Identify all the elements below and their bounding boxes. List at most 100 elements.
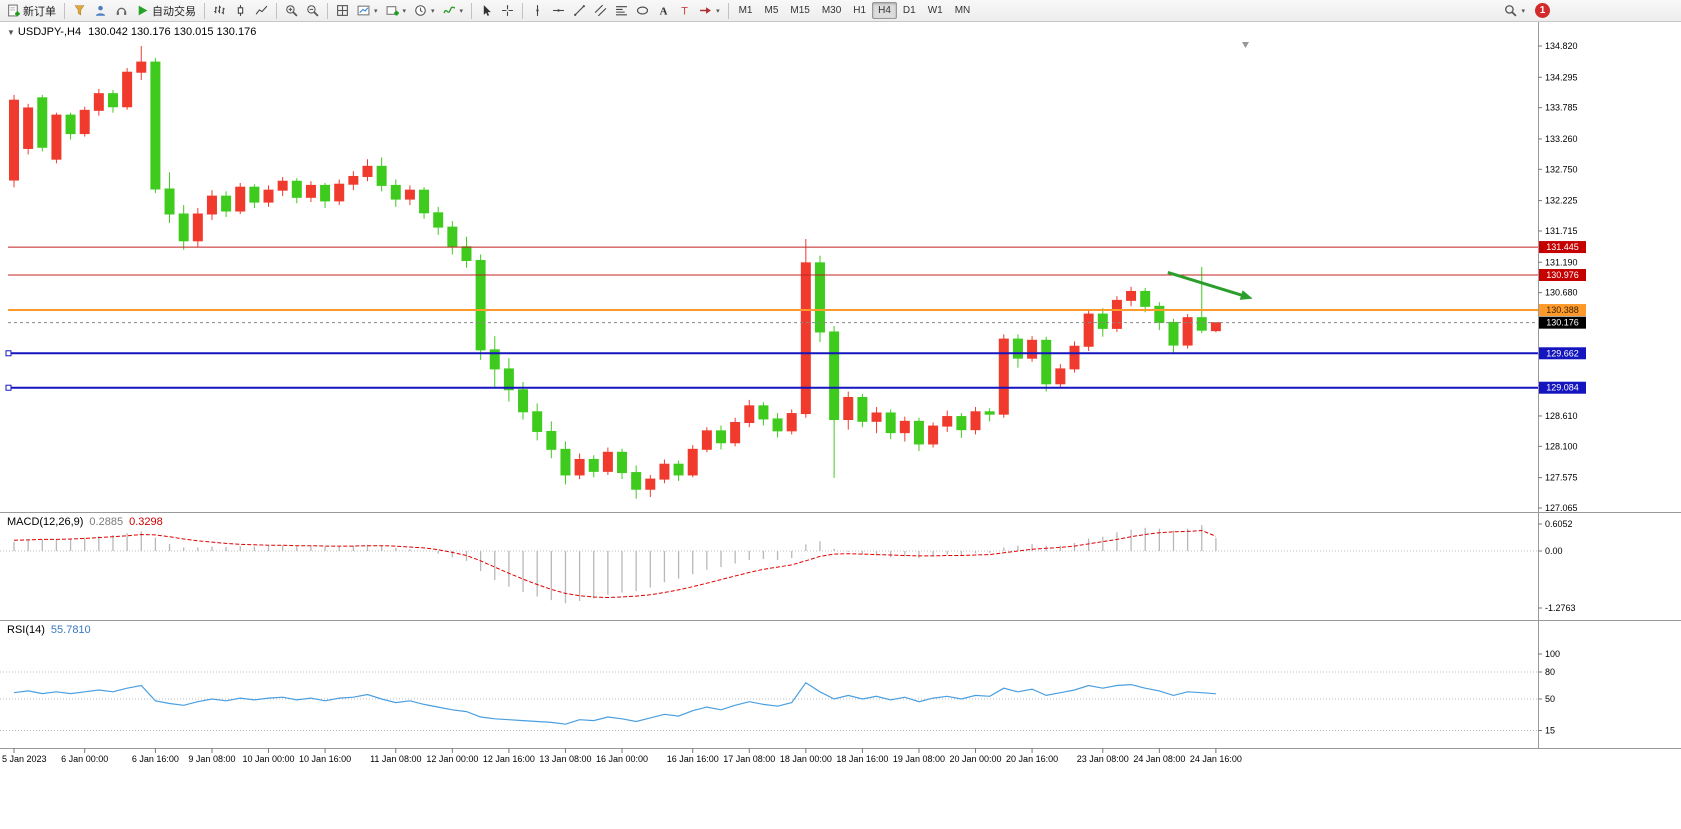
timeframe-m30-button[interactable]: M30 xyxy=(821,5,842,16)
candle[interactable] xyxy=(206,195,217,215)
candle[interactable] xyxy=(744,405,755,424)
arrows-button[interactable]: ▾ xyxy=(695,1,724,20)
candle[interactable] xyxy=(1111,299,1122,329)
candle[interactable] xyxy=(404,189,415,200)
candle[interactable] xyxy=(433,212,444,228)
candle[interactable] xyxy=(192,213,203,242)
candle[interactable] xyxy=(602,451,613,472)
candle[interactable] xyxy=(758,405,769,420)
candle[interactable] xyxy=(857,396,868,422)
candle[interactable] xyxy=(1140,290,1151,307)
candle[interactable] xyxy=(1168,321,1179,346)
chart-shift-marker[interactable] xyxy=(1242,42,1249,48)
candle[interactable] xyxy=(235,186,246,212)
candle[interactable] xyxy=(814,262,825,333)
candle[interactable] xyxy=(65,114,76,135)
candle[interactable] xyxy=(956,416,967,431)
candle[interactable] xyxy=(829,331,840,421)
candle[interactable] xyxy=(928,425,939,445)
candle[interactable] xyxy=(998,338,1009,415)
candle[interactable] xyxy=(164,188,175,215)
candle[interactable] xyxy=(843,396,854,421)
candle[interactable] xyxy=(277,180,288,191)
candle[interactable] xyxy=(942,416,953,427)
candle[interactable] xyxy=(659,463,670,480)
arrow-annotation-head[interactable] xyxy=(1239,290,1253,300)
line-chart-button[interactable] xyxy=(251,1,272,20)
candle[interactable] xyxy=(560,448,571,476)
candle[interactable] xyxy=(701,430,712,450)
crosshair-button[interactable] xyxy=(497,1,518,20)
candle[interactable] xyxy=(1041,339,1052,385)
profiles-button[interactable] xyxy=(90,1,111,20)
auto-arrange-button[interactable]: ▾ xyxy=(353,1,382,20)
candle[interactable] xyxy=(1126,290,1137,301)
candle[interactable] xyxy=(447,226,458,248)
candle[interactable] xyxy=(263,189,274,203)
styler-button[interactable] xyxy=(69,1,90,20)
candle[interactable] xyxy=(419,189,430,214)
candle[interactable] xyxy=(37,97,48,148)
timeframe-m5-button[interactable]: M5 xyxy=(764,5,779,16)
text-label-button[interactable]: T xyxy=(674,1,695,20)
candle[interactable] xyxy=(913,420,924,445)
candle[interactable] xyxy=(1182,317,1193,346)
candle[interactable] xyxy=(291,180,302,198)
new-order-button[interactable]: 新订单 xyxy=(3,0,60,22)
candle[interactable] xyxy=(984,411,995,415)
trendline-button[interactable] xyxy=(569,1,590,20)
vertical-line-button[interactable] xyxy=(527,1,548,20)
candle[interactable] xyxy=(631,472,642,490)
bar-chart-button[interactable] xyxy=(209,1,230,20)
candle[interactable] xyxy=(546,430,557,450)
candle[interactable] xyxy=(617,451,628,474)
candle[interactable] xyxy=(461,246,472,261)
candle[interactable] xyxy=(772,418,783,432)
candle[interactable] xyxy=(178,213,189,242)
line-handle[interactable] xyxy=(5,384,12,391)
candle[interactable] xyxy=(93,93,104,111)
candle[interactable] xyxy=(588,458,599,472)
candle[interactable] xyxy=(221,195,232,212)
timeframe-mn-button[interactable]: MN xyxy=(954,5,971,16)
candle[interactable] xyxy=(249,186,260,203)
candle[interactable] xyxy=(150,61,161,190)
candle[interactable] xyxy=(532,411,543,432)
candle[interactable] xyxy=(1210,322,1221,332)
candle[interactable] xyxy=(1083,313,1094,347)
candle[interactable] xyxy=(687,448,698,476)
candle[interactable] xyxy=(716,430,726,444)
candle[interactable] xyxy=(390,184,401,200)
support-button[interactable] xyxy=(111,1,132,20)
candle[interactable] xyxy=(800,262,811,415)
candle[interactable] xyxy=(376,165,387,186)
candle[interactable] xyxy=(489,349,500,370)
candle[interactable] xyxy=(334,183,345,202)
notification-badge[interactable]: 1 xyxy=(1535,3,1550,18)
candle[interactable] xyxy=(730,422,741,444)
fibonacci-button[interactable] xyxy=(611,1,632,20)
candle[interactable] xyxy=(9,99,19,181)
candle[interactable] xyxy=(348,175,359,185)
candle[interactable] xyxy=(79,109,90,135)
candle[interactable] xyxy=(136,61,147,73)
search-button[interactable]: ▾ xyxy=(1500,1,1529,20)
candle[interactable] xyxy=(51,114,62,160)
candle[interactable] xyxy=(320,184,331,202)
candle[interactable] xyxy=(885,412,896,434)
candle[interactable] xyxy=(1196,317,1207,331)
period-button[interactable]: ▾ xyxy=(410,1,439,20)
zoom-out-button[interactable] xyxy=(302,1,323,20)
candle[interactable] xyxy=(23,107,34,149)
shapes-button[interactable] xyxy=(632,1,653,20)
equidistant-channel-button[interactable] xyxy=(590,1,611,20)
timeframe-m15-button[interactable]: M15 xyxy=(790,5,810,16)
new-chart-button[interactable]: ▾ xyxy=(382,1,411,20)
timeframe-h1-button[interactable]: H1 xyxy=(853,5,867,16)
candle[interactable] xyxy=(1055,368,1066,385)
candle[interactable] xyxy=(475,259,486,351)
candle[interactable] xyxy=(362,165,373,177)
candle[interactable] xyxy=(871,412,882,422)
candle[interactable] xyxy=(518,389,529,413)
